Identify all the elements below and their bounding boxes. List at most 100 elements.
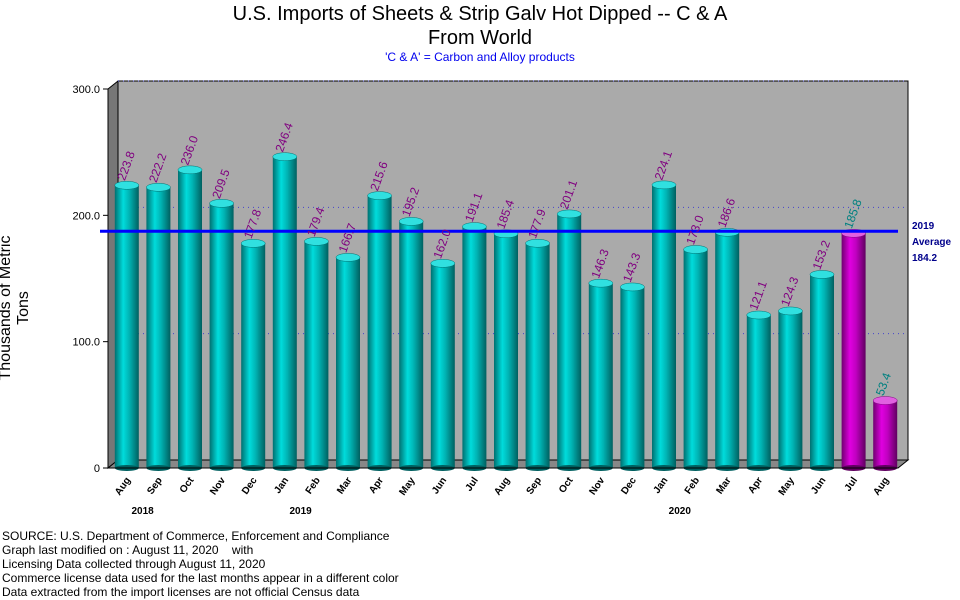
x-tick-label: Jan (272, 475, 291, 495)
year-label: 2020 (669, 506, 692, 517)
bar-body (494, 233, 518, 468)
bar (841, 229, 866, 471)
bar-body (620, 286, 645, 468)
bar (177, 165, 203, 471)
year-label: 2018 (131, 506, 154, 517)
x-tick-label: Mar (714, 475, 733, 496)
bar-body (178, 169, 202, 468)
x-tick-label: Jun (809, 475, 828, 496)
bar-body (652, 184, 676, 468)
bar-cap (177, 165, 203, 175)
bar-cap (809, 270, 835, 279)
bar-cap (620, 282, 645, 292)
average-note-line3: 184.2 (912, 253, 937, 264)
x-tick-label: Oct (178, 475, 197, 496)
bar (525, 239, 550, 471)
x-tick-label: Aug (871, 475, 891, 497)
y-tick-label: 200.0 (72, 210, 100, 222)
bar-body (873, 400, 898, 468)
average-note: 2019 Average 184.2 (912, 221, 952, 264)
bar-body (841, 233, 866, 468)
x-tick-label: Sep (525, 475, 545, 496)
bar-cap (367, 191, 392, 200)
x-tick-label: Nov (208, 475, 228, 497)
bar-cap (683, 245, 708, 254)
bar (714, 228, 740, 471)
footer-line: Commerce license data used for the last … (2, 571, 399, 585)
bar-cap (335, 253, 361, 262)
bar (588, 278, 614, 471)
bar (398, 217, 424, 471)
bar (304, 237, 329, 471)
bar (809, 270, 835, 471)
bar (651, 180, 677, 471)
bar (367, 191, 392, 471)
bar-cap (114, 181, 140, 190)
y-tick-label: 300.0 (72, 84, 100, 96)
chart-title-line1: U.S. Imports of Sheets & Strip Galv Hot … (232, 3, 728, 25)
bar-cap (209, 199, 234, 208)
bar (462, 222, 487, 471)
bar-body (588, 283, 613, 468)
bar-cap (304, 237, 329, 246)
bar (746, 310, 772, 471)
bar-body (525, 243, 550, 468)
bar-body (462, 226, 487, 468)
bar-body (746, 315, 771, 468)
bar (146, 183, 171, 471)
bar-cap (398, 217, 424, 226)
bar (209, 199, 234, 471)
x-tick-label: Oct (557, 475, 576, 496)
bar (778, 306, 803, 471)
x-tick-label: Mar (335, 475, 354, 496)
x-tick-label: Jan (652, 475, 671, 495)
bar (872, 396, 898, 471)
bar-body (209, 203, 234, 468)
bar-cap (778, 306, 803, 316)
bar-body (430, 263, 455, 468)
bar (272, 152, 298, 471)
chart-title: U.S. Imports of Sheets & Strip Galv Hot … (0, 2, 960, 50)
chart-title-line2: From World (427, 27, 533, 49)
bar (620, 282, 645, 471)
x-tick-label: Jul (843, 475, 860, 493)
bar-body (778, 310, 803, 468)
y-tick-label: 100.0 (72, 337, 100, 349)
bar (335, 253, 361, 471)
bar-body (336, 257, 360, 468)
bar-cap (525, 239, 550, 248)
x-tick-label: May (777, 475, 797, 498)
x-axis: Aug Sep Oct Nov Dec Jan Feb Mar Apr May Jun Jul Aug S… (108, 467, 898, 517)
x-tick-label: Sep (145, 475, 165, 496)
x-tick-label: Jun (430, 475, 449, 496)
footer-line: Graph last modified on : August 11, 2020… (2, 543, 254, 557)
footer-line: SOURCE: U.S. Department of Commerce, Enf… (2, 529, 390, 543)
year-label: 2019 (289, 506, 312, 517)
bar-cap (588, 278, 614, 288)
bar (240, 239, 266, 471)
bar-body (367, 195, 392, 468)
bar-body (272, 156, 297, 468)
bar-cap (556, 209, 582, 219)
bar (556, 209, 582, 471)
bar-body (241, 243, 266, 468)
x-tick-label: Apr (367, 475, 386, 496)
bar-body (810, 274, 834, 468)
bar-body (304, 241, 329, 468)
average-note-line1: 2019 (912, 221, 935, 232)
x-tick-label: Dec (619, 475, 639, 497)
bar (683, 245, 708, 471)
bar-body (114, 185, 139, 469)
footer-line: Licensing Data collected through August … (2, 557, 266, 571)
bar-body (683, 249, 708, 468)
average-note-line2: Average (912, 237, 952, 248)
bar (493, 229, 519, 471)
bar-cap (872, 396, 898, 405)
x-tick-label: Feb (304, 475, 323, 496)
bar-cap (240, 239, 266, 248)
x-tick-label: Feb (683, 475, 702, 496)
bar (430, 259, 456, 471)
x-tick-label: Aug (113, 475, 133, 497)
x-tick-label: Aug (492, 475, 512, 497)
